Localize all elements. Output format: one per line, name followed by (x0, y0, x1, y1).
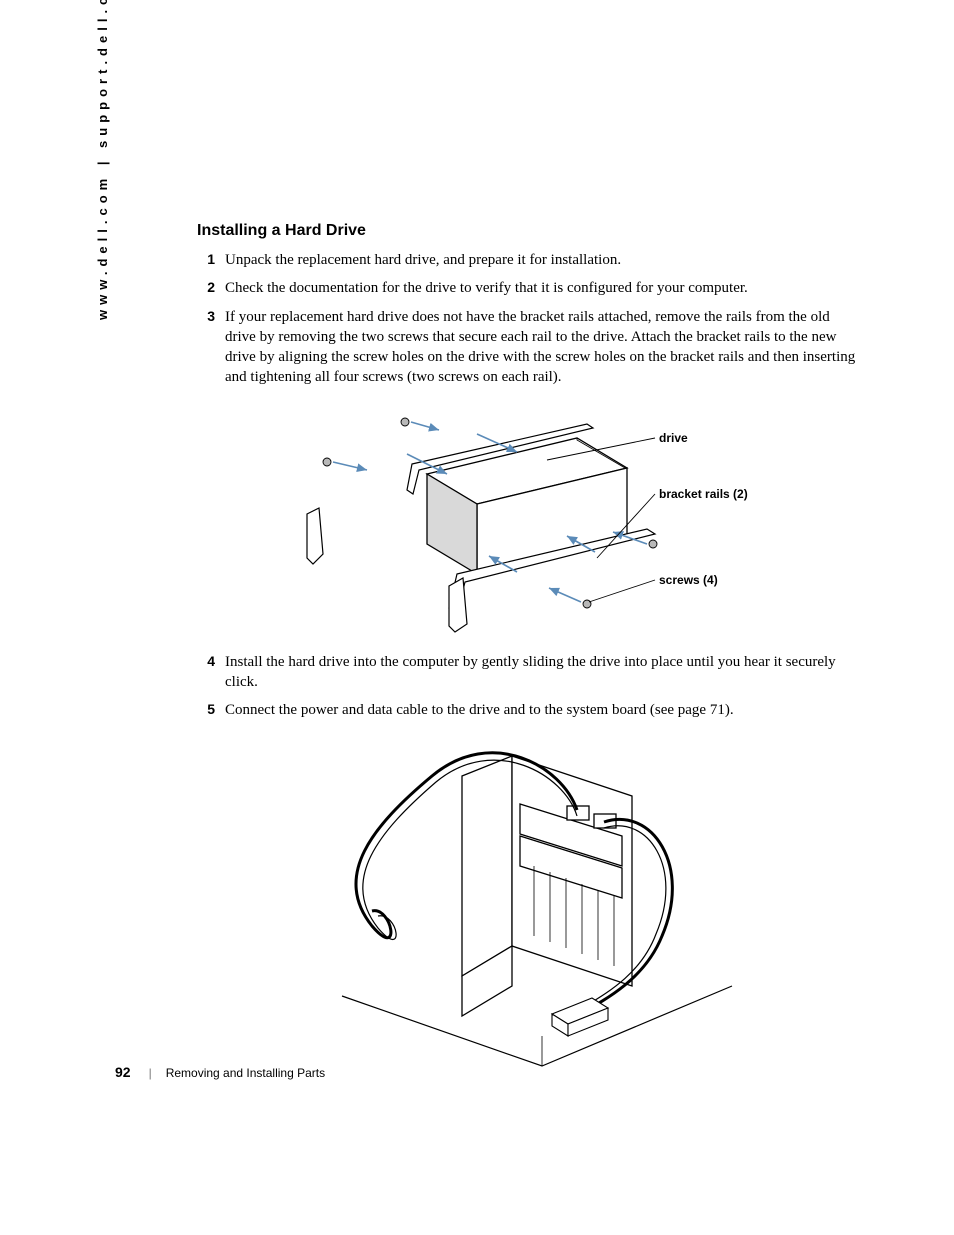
step-item: 4 Install the hard drive into the comput… (197, 652, 857, 693)
footer-separator: | (149, 1066, 152, 1080)
board-connector-icon (552, 998, 608, 1036)
step-number: 2 (197, 278, 225, 298)
step-number: 3 (197, 307, 225, 388)
page-footer: 92 | Removing and Installing Parts (115, 1064, 325, 1080)
label-screws: screws (4) (659, 573, 718, 587)
step-number: 5 (197, 700, 225, 720)
steps-list-continued: 4 Install the hard drive into the comput… (197, 652, 857, 721)
footer-section-title: Removing and Installing Parts (166, 1066, 325, 1080)
steps-list: 1 Unpack the replacement hard drive, and… (197, 250, 857, 388)
diagram-cables (197, 736, 857, 1076)
step-number: 1 (197, 250, 225, 270)
main-content: Installing a Hard Drive 1 Unpack the rep… (197, 222, 857, 1094)
drive-rails-svg: drive bracket rails (2) screws (4) (267, 404, 787, 634)
step-item: 3 If your replacement hard drive does no… (197, 307, 857, 388)
drive-cage-icon (462, 756, 632, 1016)
page-number: 92 (115, 1064, 131, 1080)
step-number: 4 (197, 652, 225, 693)
board-plane-icon (342, 986, 732, 1066)
step-text: If your replacement hard drive does not … (225, 307, 857, 388)
diagram-drive-rails: drive bracket rails (2) screws (4) (197, 404, 857, 634)
label-drive: drive (659, 431, 688, 445)
step-item: 1 Unpack the replacement hard drive, and… (197, 250, 857, 270)
cables-svg (312, 736, 742, 1076)
section-heading: Installing a Hard Drive (197, 222, 857, 240)
step-text: Unpack the replacement hard drive, and p… (225, 250, 857, 270)
step-text: Install the hard drive into the computer… (225, 652, 857, 693)
step-text: Connect the power and data cable to the … (225, 700, 857, 720)
step-text: Check the documentation for the drive to… (225, 278, 857, 298)
label-rails: bracket rails (2) (659, 487, 748, 501)
step-item: 5 Connect the power and data cable to th… (197, 700, 857, 720)
step-item: 2 Check the documentation for the drive … (197, 278, 857, 298)
side-url-text: www.dell.com | support.dell.com (95, 0, 110, 320)
